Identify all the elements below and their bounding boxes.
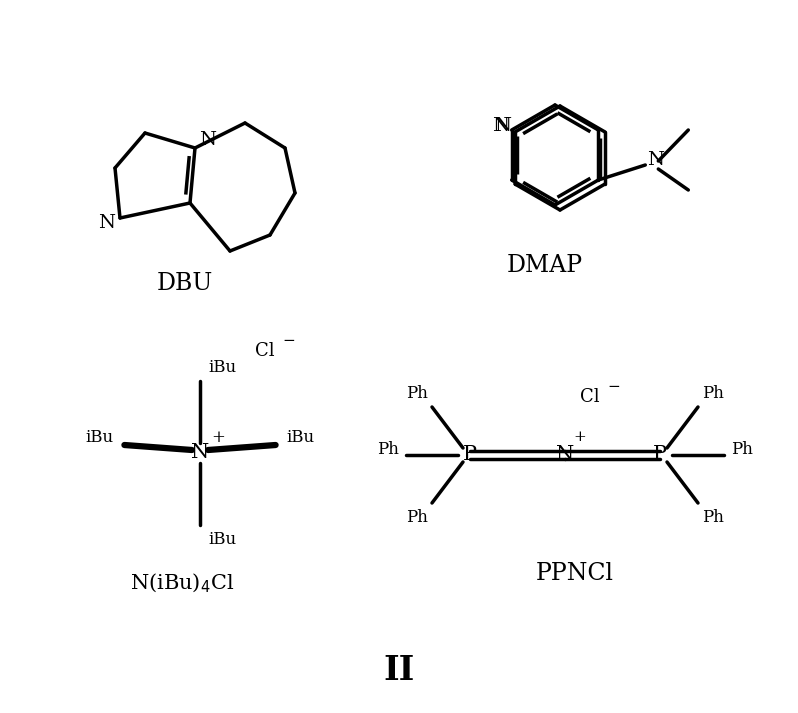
- Text: N: N: [647, 151, 664, 169]
- Text: N(iBu)$_4$Cl: N(iBu)$_4$Cl: [130, 571, 234, 595]
- Text: iBu: iBu: [85, 429, 113, 446]
- Text: N: N: [200, 131, 216, 149]
- Text: N: N: [492, 117, 509, 135]
- Text: N: N: [191, 443, 209, 463]
- Text: −: −: [282, 334, 295, 348]
- Text: DMAP: DMAP: [507, 254, 583, 277]
- Text: Cl: Cl: [255, 342, 275, 360]
- Text: iBu: iBu: [208, 359, 236, 376]
- Text: Ph: Ph: [377, 441, 399, 458]
- Text: N: N: [98, 214, 116, 232]
- Text: −: −: [607, 380, 620, 394]
- Text: Ph: Ph: [702, 384, 724, 401]
- Text: Ph: Ph: [406, 510, 428, 526]
- Text: P: P: [653, 446, 667, 464]
- Text: Cl: Cl: [580, 388, 600, 406]
- Text: N: N: [556, 446, 574, 464]
- Text: P: P: [463, 446, 477, 464]
- Text: iBu: iBu: [286, 429, 314, 446]
- Text: Ph: Ph: [406, 384, 428, 401]
- Text: PPNCl: PPNCl: [536, 562, 614, 585]
- Text: DBU: DBU: [157, 272, 213, 294]
- Text: Ph: Ph: [702, 510, 724, 526]
- Text: +: +: [211, 429, 225, 446]
- Text: Ph: Ph: [731, 441, 753, 458]
- Text: iBu: iBu: [208, 530, 236, 548]
- Text: II: II: [383, 655, 415, 687]
- Text: N: N: [495, 117, 512, 135]
- Text: +: +: [574, 430, 587, 444]
